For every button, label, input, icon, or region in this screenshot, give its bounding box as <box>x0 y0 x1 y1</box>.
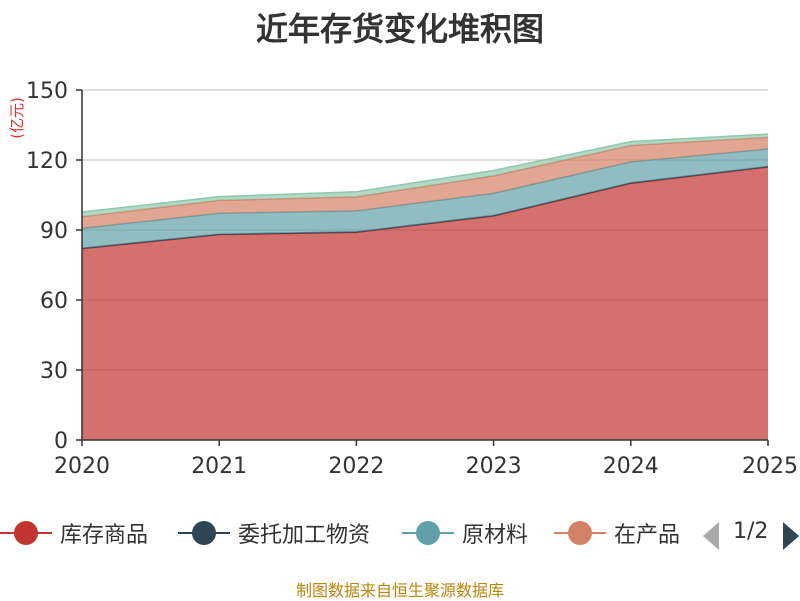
legend: 库存商品 委托加工物资 原材料 在产品 1/2 <box>0 510 800 560</box>
legend-label: 在产品 <box>614 523 681 548</box>
legend-marker-dot <box>568 521 592 545</box>
legend-marker-dot <box>416 521 440 545</box>
series-line-4 <box>81 133 769 213</box>
x-tick-label: 2025 <box>742 454 798 479</box>
chart-canvas: 0 30 60 90 120 150 2020 2021 2022 2023 2024 2025 (亿… <box>8 79 798 479</box>
y-tick-label: 90 <box>40 219 68 244</box>
legend-marker-icon <box>178 521 230 545</box>
y-axis-label: (亿元) <box>8 97 26 139</box>
area-series-0[interactable] <box>82 167 768 440</box>
legend-marker-icon <box>0 521 52 545</box>
y-tick-label: 60 <box>40 289 68 314</box>
data-source-note: 制图数据来自恒生聚源数据库 <box>295 581 504 600</box>
chart-title: 近年存货变化堆积图 <box>255 10 544 48</box>
legend-items: 库存商品 委托加工物资 原材料 在产品 <box>0 510 685 560</box>
legend-next-page-icon[interactable] <box>783 522 799 550</box>
legend-prev-page-icon[interactable] <box>703 522 719 550</box>
legend-item[interactable]: 库存商品 <box>0 510 148 556</box>
legend-item[interactable]: 原材料 <box>402 510 528 556</box>
y-tick-label: 150 <box>26 79 68 104</box>
stacked-areas <box>81 133 769 440</box>
x-tick-label: 2022 <box>328 454 384 479</box>
legend-label: 原材料 <box>462 523 529 548</box>
y-tick-label: 120 <box>26 149 68 174</box>
series-line-2 <box>81 148 769 230</box>
legend-label: 库存商品 <box>60 523 149 548</box>
x-tick-label: 2020 <box>54 454 110 479</box>
legend-item[interactable]: 委托加工物资 <box>178 510 370 556</box>
area-series-3[interactable] <box>82 137 768 229</box>
axes: 0 30 60 90 120 150 2020 2021 2022 2023 2024 2025 <box>26 79 798 479</box>
legend-label: 委托加工物资 <box>238 523 371 548</box>
x-tick-label: 2024 <box>603 454 659 479</box>
legend-marker-dot <box>192 521 216 545</box>
y-tick-label: 0 <box>54 429 68 454</box>
legend-marker-dot <box>14 521 38 545</box>
y-tick-label: 30 <box>40 359 68 384</box>
legend-item[interactable]: 在产品 <box>554 510 680 556</box>
x-tick-label: 2021 <box>191 454 247 479</box>
x-tick-label: 2023 <box>466 454 522 479</box>
legend-page-indicator: 1/2 <box>733 519 769 544</box>
legend-marker-icon <box>554 521 606 545</box>
area-series-2[interactable] <box>82 149 768 249</box>
legend-marker-icon <box>402 521 454 545</box>
